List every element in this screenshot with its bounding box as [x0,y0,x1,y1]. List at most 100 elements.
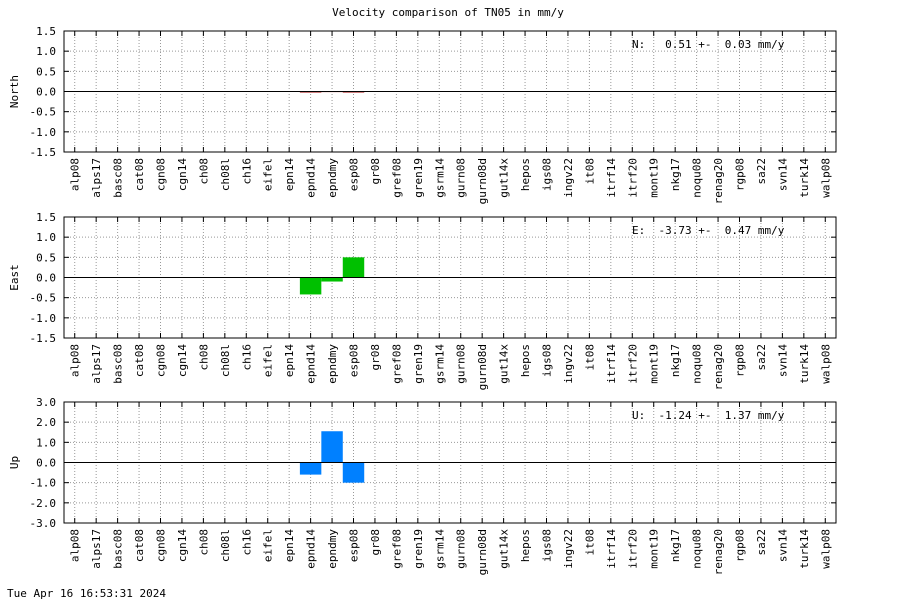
x-tick-label: ch16 [240,158,253,185]
y-tick-label: 1.5 [36,211,56,224]
x-tick-label: eifel [262,344,275,377]
x-tick-label: svn14 [776,529,789,562]
x-tick-label: esp08 [348,344,361,377]
y-tick-label: -1.5 [30,146,57,159]
annotation: N: 0.51 +- 0.03 mm/y [632,38,785,51]
y-tick-label: 0.0 [36,86,56,99]
plot-frame [63,216,837,339]
footer-timestamp: Tue Apr 16 16:53:31 2024 [7,587,166,600]
x-tick-label: sa22 [755,158,768,185]
y-tick-label: 1.0 [36,436,56,449]
x-tick-label: gr08 [369,529,382,556]
x-tick-label: cgn14 [176,344,189,377]
y-tick-label: -1.0 [30,126,57,139]
x-tick-label: ch16 [240,344,253,371]
annotation: E: -3.73 +- 0.47 mm/y [632,224,785,237]
x-tick-label: alps17 [90,158,103,198]
x-tick-label: walp08 [819,158,832,198]
x-tick-label: gut14x [498,344,511,384]
x-tick-label: hepos [519,158,532,191]
x-tick-label: ingv22 [562,344,575,384]
x-tick-label: itrf14 [605,529,618,569]
x-tick-label: gr08 [369,158,382,185]
y-axis-label: Up [8,456,21,469]
x-tick-label: esp08 [348,529,361,562]
x-tick-label: ch08 [197,529,210,556]
x-tick-label: cat08 [133,344,146,377]
x-tick-label: gren19 [412,529,425,569]
x-tick-label: alp08 [69,158,82,191]
x-tick-label: igs08 [541,158,554,191]
x-tick-label: igs08 [541,344,554,377]
x-tick-label: cgn14 [176,529,189,562]
x-tick-label: gref08 [390,529,403,569]
x-tick-label: alp08 [69,344,82,377]
x-tick-label: ch08 [197,344,210,371]
x-tick-label: mont19 [648,529,661,569]
x-tick-label: gren19 [412,158,425,198]
x-tick-label: epnd14 [305,158,318,198]
x-tick-label: alps17 [90,344,103,384]
x-tick-label: it08 [583,344,596,371]
y-axis-label: East [8,264,21,291]
x-tick-label: ch08l [219,529,232,562]
x-tick-label: gref08 [390,344,403,384]
y-tick-label: -3.0 [30,517,57,530]
x-tick-label: rgp08 [734,158,747,191]
y-tick-label: -1.0 [30,477,57,490]
x-tick-label: epn14 [283,344,296,377]
x-tick-label: ingv22 [562,529,575,569]
y-tick-label: -2.0 [30,497,57,510]
x-tick-label: renag20 [712,158,725,204]
x-tick-label: sa22 [755,344,768,371]
x-tick-label: noqu08 [691,529,704,569]
x-tick-label: alps17 [90,529,103,569]
y-tick-label: 1.0 [36,45,56,58]
chart-title: Velocity comparison of TN05 in mm/y [332,6,564,19]
x-tick-label: turk14 [798,344,811,384]
x-tick-label: gr08 [369,344,382,371]
x-tick-label: walp08 [819,344,832,384]
y-tick-label: 0.0 [36,457,56,470]
y-tick-label: -1.0 [30,312,57,325]
x-tick-label: itrf20 [626,158,639,198]
y-tick-label: 0.5 [36,251,56,264]
x-tick-label: rgp08 [734,344,747,377]
x-tick-label: basc08 [112,158,125,198]
x-tick-label: gsrm14 [433,529,446,569]
x-tick-label: itrf20 [626,529,639,569]
x-tick-label: turk14 [798,529,811,569]
x-tick-label: alp08 [69,529,82,562]
x-tick-label: svn14 [776,344,789,377]
x-tick-label: mont19 [648,158,661,198]
x-tick-label: gurn08d [476,158,489,204]
y-tick-label: -0.5 [30,292,57,305]
bar [299,462,322,475]
x-tick-label: noqu08 [691,158,704,198]
x-tick-label: epn14 [283,529,296,562]
y-tick-label: 0.5 [36,65,56,78]
x-tick-label: ch08 [197,158,210,185]
x-tick-label: epnd14 [305,529,318,569]
x-tick-label: it08 [583,158,596,185]
x-tick-label: epnd14 [305,344,318,384]
bar [342,462,365,483]
plot-frame [63,401,837,524]
x-tick-label: gut14x [498,158,511,198]
x-tick-label: gsrm14 [433,158,446,198]
x-tick-label: epndmy [326,529,339,569]
x-tick-label: gurn08 [455,529,468,569]
y-tick-label: 0.0 [36,272,56,285]
x-tick-label: cgn14 [176,158,189,191]
y-tick-label: 3.0 [36,396,56,409]
x-tick-label: gut14x [498,529,511,569]
x-tick-label: renag20 [712,529,725,575]
x-tick-label: turk14 [798,158,811,198]
plot-frame [63,30,837,153]
x-tick-label: ch16 [240,529,253,556]
bar [299,277,322,295]
x-tick-label: epn14 [283,158,296,191]
y-tick-label: -1.5 [30,332,57,345]
